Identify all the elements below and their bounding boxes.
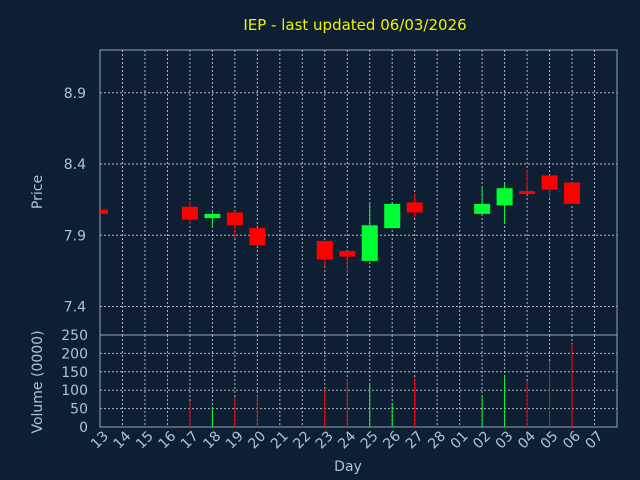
- price-tick-label: 8.9: [64, 86, 86, 102]
- candle-body: [361, 225, 378, 261]
- candle-body: [496, 188, 513, 206]
- day-tick-labels: 1314151617181920212223242526272801020304…: [88, 428, 606, 452]
- volume-tick-label: 50: [70, 402, 88, 418]
- volume-panel-frame: [99, 334, 618, 428]
- candle-body: [204, 213, 221, 219]
- candle-body: [339, 250, 356, 257]
- candle-body: [316, 240, 333, 260]
- candle-body: [541, 175, 558, 190]
- candle-body: [181, 206, 198, 220]
- candle-body: [226, 212, 243, 226]
- volume-tick-label: 0: [79, 420, 88, 436]
- candle-body: [474, 203, 491, 214]
- volume-bars: [189, 344, 573, 427]
- candle-body: [384, 203, 401, 229]
- x-axis-label: Day: [334, 459, 362, 475]
- chart-title: IEP - last updated 06/03/2026: [243, 16, 466, 34]
- volume-tick-labels: 0 50 100 150 200 250: [61, 328, 88, 436]
- candle-body: [519, 191, 536, 195]
- volume-axis-label: Volume (0000): [30, 330, 46, 433]
- candle-body: [406, 202, 423, 213]
- candles: [100, 169, 581, 274]
- price-tick-label: 8.4: [64, 157, 86, 173]
- price-tick-label: 7.4: [64, 300, 86, 316]
- candle-body: [100, 209, 108, 214]
- candle-body: [249, 228, 266, 246]
- price-tick-label: 7.9: [64, 228, 86, 244]
- candle-body: [564, 182, 581, 204]
- volume-tick-label: 150: [61, 365, 88, 381]
- price-grid: [100, 50, 617, 335]
- volume-tick-label: 250: [61, 328, 88, 344]
- price-tick-labels: 7.4 7.9 8.4 8.9: [64, 86, 86, 316]
- volume-tick-label: 200: [61, 346, 88, 362]
- price-axis-label: Price: [30, 175, 46, 209]
- volume-tick-label: 100: [61, 383, 88, 399]
